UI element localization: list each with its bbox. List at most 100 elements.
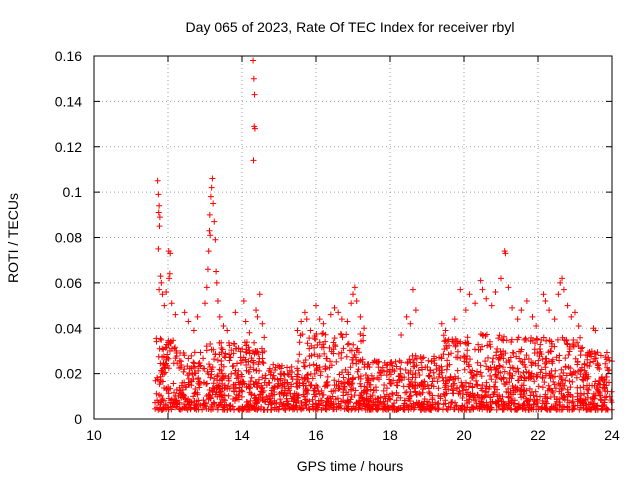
data-point: [280, 405, 287, 412]
data-point: [247, 397, 254, 404]
data-point: [249, 357, 256, 364]
data-point: [185, 375, 192, 382]
data-point: [338, 316, 345, 323]
data-point: [296, 339, 303, 346]
data-point: [321, 350, 328, 357]
data-point: [531, 350, 538, 357]
data-point: [487, 393, 494, 400]
data-point: [333, 381, 340, 388]
data-point: [545, 382, 552, 389]
data-point: [469, 404, 476, 411]
data-point: [303, 389, 310, 396]
data-point: [232, 395, 239, 402]
data-point: [361, 389, 368, 396]
data-point: [520, 369, 527, 376]
data-point: [517, 348, 524, 355]
data-point: [515, 334, 522, 341]
data-point: [461, 404, 468, 411]
data-point: [499, 393, 506, 400]
data-point: [221, 385, 228, 392]
data-point: [182, 395, 189, 402]
data-point: [343, 353, 350, 360]
data-point: [158, 279, 165, 286]
data-point: [225, 377, 232, 384]
data-point: [163, 386, 170, 393]
data-point: [542, 391, 549, 398]
data-point: [548, 338, 555, 345]
data-point: [155, 191, 162, 198]
data-point: [243, 367, 250, 374]
data-point: [203, 400, 210, 407]
data-point: [204, 266, 211, 273]
data-point: [590, 358, 597, 365]
data-point: [322, 338, 329, 345]
data-point: [262, 375, 269, 382]
data-point: [269, 375, 276, 382]
data-point: [214, 372, 221, 379]
data-point: [571, 405, 578, 412]
data-point: [606, 357, 613, 364]
data-point: [596, 365, 603, 372]
data-point: [426, 389, 433, 396]
data-point: [507, 364, 514, 371]
data-point: [341, 383, 348, 390]
data-point: [445, 386, 452, 393]
data-point: [255, 351, 262, 358]
data-point: [197, 349, 204, 356]
data-point: [403, 313, 410, 320]
data-point: [422, 383, 429, 390]
data-point: [454, 354, 461, 361]
data-point: [196, 359, 203, 366]
data-point: [247, 378, 254, 385]
data-point: [500, 333, 507, 340]
data-point: [311, 351, 318, 358]
data-point: [434, 406, 441, 413]
data-point: [537, 348, 544, 355]
data-point: [536, 353, 543, 360]
data-point: [348, 393, 355, 400]
data-point: [156, 345, 163, 352]
data-point: [456, 388, 463, 395]
data-point: [534, 336, 541, 343]
data-point: [274, 383, 281, 390]
data-point: [436, 367, 443, 374]
data-point: [358, 338, 365, 345]
data-point: [156, 214, 163, 221]
data-point: [303, 316, 310, 323]
y-tick-label: 0.12: [55, 139, 82, 155]
data-point: [337, 330, 344, 337]
data-point: [158, 368, 165, 375]
data-point: [472, 300, 479, 307]
data-point: [156, 391, 163, 398]
data-point: [495, 397, 502, 404]
data-point: [288, 373, 295, 380]
data-point: [482, 333, 489, 340]
data-point: [519, 406, 526, 413]
data-point: [340, 345, 347, 352]
data-point: [373, 387, 380, 394]
data-point: [239, 357, 246, 364]
data-point: [163, 356, 170, 363]
data-point: [304, 340, 311, 347]
data-point: [575, 322, 582, 329]
x-axis-label: GPS time / hours: [297, 458, 404, 474]
data-point: [491, 389, 498, 396]
data-point: [514, 384, 521, 391]
data-point: [305, 379, 312, 386]
data-point: [469, 373, 476, 380]
data-point: [326, 344, 333, 351]
data-point: [265, 379, 272, 386]
data-point: [393, 397, 400, 404]
data-point: [441, 338, 448, 345]
y-tick-label: 0.1: [63, 184, 83, 200]
data-point: [314, 364, 321, 371]
y-tick-label: 0.08: [55, 230, 82, 246]
data-point: [402, 389, 409, 396]
data-point: [324, 373, 331, 380]
data-point: [494, 393, 501, 400]
data-point: [338, 331, 345, 338]
data-point: [570, 336, 577, 343]
x-tick-label: 20: [456, 427, 472, 443]
data-point: [167, 340, 174, 347]
